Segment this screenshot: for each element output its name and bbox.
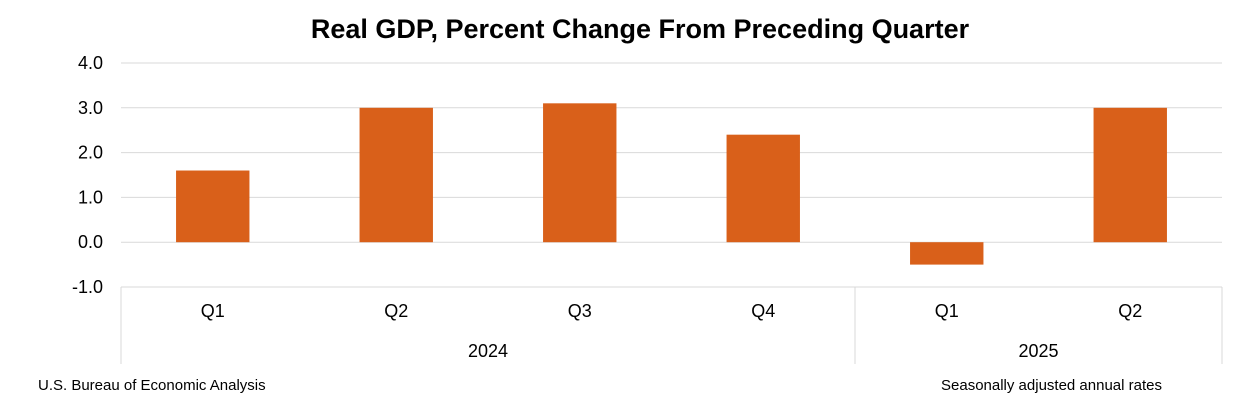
x-axis: Q1 Q2 Q3 Q4 Q1 Q2 2024 2025	[120, 287, 1223, 364]
bar	[543, 103, 617, 243]
bar	[359, 107, 433, 243]
y-axis-tick-labels: 4.0 3.0 2.0 1.0 0.0 -1.0	[72, 53, 103, 297]
chart-title: Real GDP, Percent Change From Preceding …	[311, 14, 970, 44]
x-category-label: Q4	[751, 301, 775, 321]
bar	[176, 170, 250, 243]
x-group-label: 2025	[1018, 341, 1058, 361]
bar	[910, 242, 984, 265]
y-tick-label: -1.0	[72, 277, 103, 297]
y-tick-label: 2.0	[78, 143, 103, 163]
x-category-label: Q1	[935, 301, 959, 321]
x-category-label: Q2	[384, 301, 408, 321]
y-tick-label: 0.0	[78, 232, 103, 252]
x-category-label: Q2	[1118, 301, 1142, 321]
x-group-label: 2024	[468, 341, 508, 361]
y-tick-label: 3.0	[78, 98, 103, 118]
x-category-label: Q1	[201, 301, 225, 321]
x-category-label: Q3	[568, 301, 592, 321]
gridlines	[121, 62, 1222, 288]
bars	[176, 103, 1167, 265]
source-note: U.S. Bureau of Economic Analysis	[38, 377, 266, 394]
y-tick-label: 4.0	[78, 53, 103, 73]
bar	[1093, 107, 1167, 243]
y-tick-label: 1.0	[78, 187, 103, 207]
seasonal-adjustment-note: Seasonally adjusted annual rates	[941, 377, 1162, 394]
bar	[726, 134, 800, 243]
